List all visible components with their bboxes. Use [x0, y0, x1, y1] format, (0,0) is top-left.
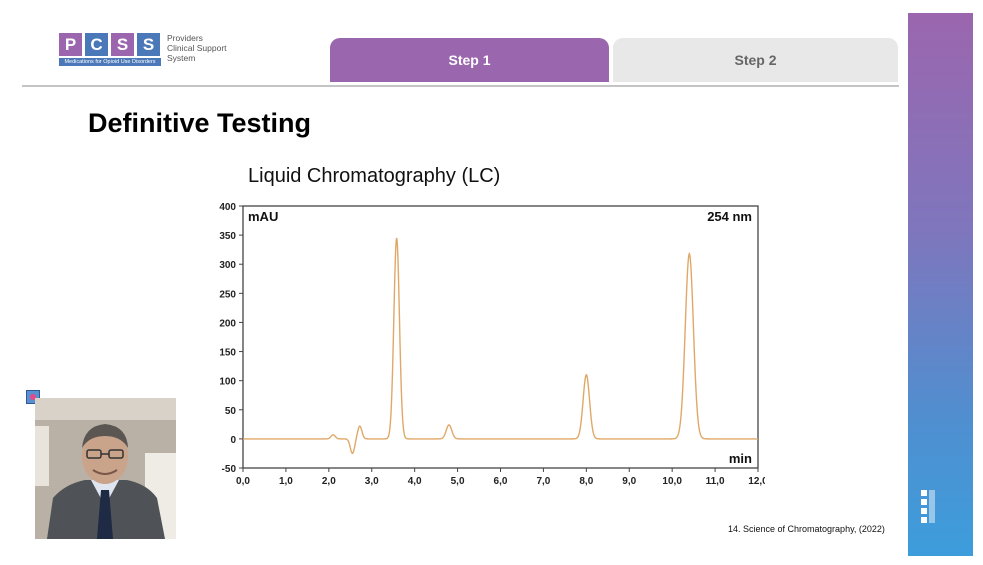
y-tick-label: 50	[225, 406, 237, 417]
presenter-video[interactable]	[35, 398, 176, 539]
header-divider	[22, 85, 899, 87]
slide-title: Definitive Testing	[88, 108, 312, 138]
y-axis-ticks: 400 350 300 250 200 150 100 50 0 -50	[219, 202, 243, 475]
logo-letter-s1: S	[111, 33, 134, 56]
y-tick-label: 100	[219, 377, 236, 388]
x-axis-label: min	[729, 451, 752, 466]
x-tick-label: 12,0	[748, 476, 765, 487]
logo-letter-s2: S	[137, 33, 160, 56]
side-accent-bar	[908, 13, 973, 556]
x-tick-label: 9,0	[622, 476, 636, 487]
plot-frame	[242, 205, 759, 469]
logo-letters: P C S S	[59, 33, 161, 56]
y-tick-label: -50	[222, 464, 237, 475]
x-tick-label: 7,0	[536, 476, 550, 487]
x-tick-label: 6,0	[494, 476, 508, 487]
x-tick-label: 10,0	[662, 476, 682, 487]
citation: 14. Science of Chromatography, (2022)	[728, 524, 885, 534]
x-tick-label: 11,0	[706, 476, 725, 487]
logo-letter-c: C	[85, 33, 108, 56]
y-tick-label: 250	[219, 289, 236, 300]
x-axis-ticks: 0,0 1,0 2,0 3,0 4,0 5,0 6,0 7,0 8,0 9,0 10,0 11,0 12…	[236, 468, 765, 487]
y-axis-label: mAU	[248, 209, 278, 224]
y-tick-label: 300	[219, 260, 236, 271]
y-tick-label: 200	[219, 318, 236, 329]
menu-grid-icon[interactable]	[920, 490, 938, 526]
y-tick-label: 350	[219, 231, 236, 242]
x-tick-label: 2,0	[322, 476, 336, 487]
chromatogram-trace	[243, 237, 758, 455]
x-tick-label: 4,0	[408, 476, 422, 487]
y-tick-label: 150	[219, 348, 236, 359]
logo-text-line-3: System	[167, 53, 196, 63]
tab-step-1[interactable]: Step 1	[330, 38, 609, 82]
chromatogram-chart: 400 350 300 250 200 150 100 50 0 -50 0,0 1,0 2,0 3,0…	[219, 202, 765, 487]
logo-letter-p: P	[59, 33, 82, 56]
y-tick-label: 0	[230, 435, 236, 446]
x-tick-label: 5,0	[451, 476, 465, 487]
logo-text-line-1: Providers	[167, 33, 203, 43]
y-tick-label: 400	[219, 202, 236, 213]
x-tick-label: 0,0	[236, 476, 250, 487]
wavelength-label: 254 nm	[707, 209, 752, 224]
logo-text: Providers Clinical Support System	[167, 33, 227, 63]
x-tick-label: 1,0	[279, 476, 293, 487]
x-tick-label: 8,0	[579, 476, 593, 487]
tab-step-2[interactable]: Step 2	[613, 38, 898, 82]
logo-mark: P C S S Medications for Opioid Use Disor…	[59, 33, 161, 66]
pcss-logo: P C S S Medications for Opioid Use Disor…	[59, 33, 227, 66]
logo-tagline: Medications for Opioid Use Disorders	[59, 58, 161, 66]
x-tick-label: 3,0	[365, 476, 379, 487]
chart-subtitle: Liquid Chromatography (LC)	[248, 165, 501, 187]
logo-text-line-2: Clinical Support	[167, 43, 227, 53]
